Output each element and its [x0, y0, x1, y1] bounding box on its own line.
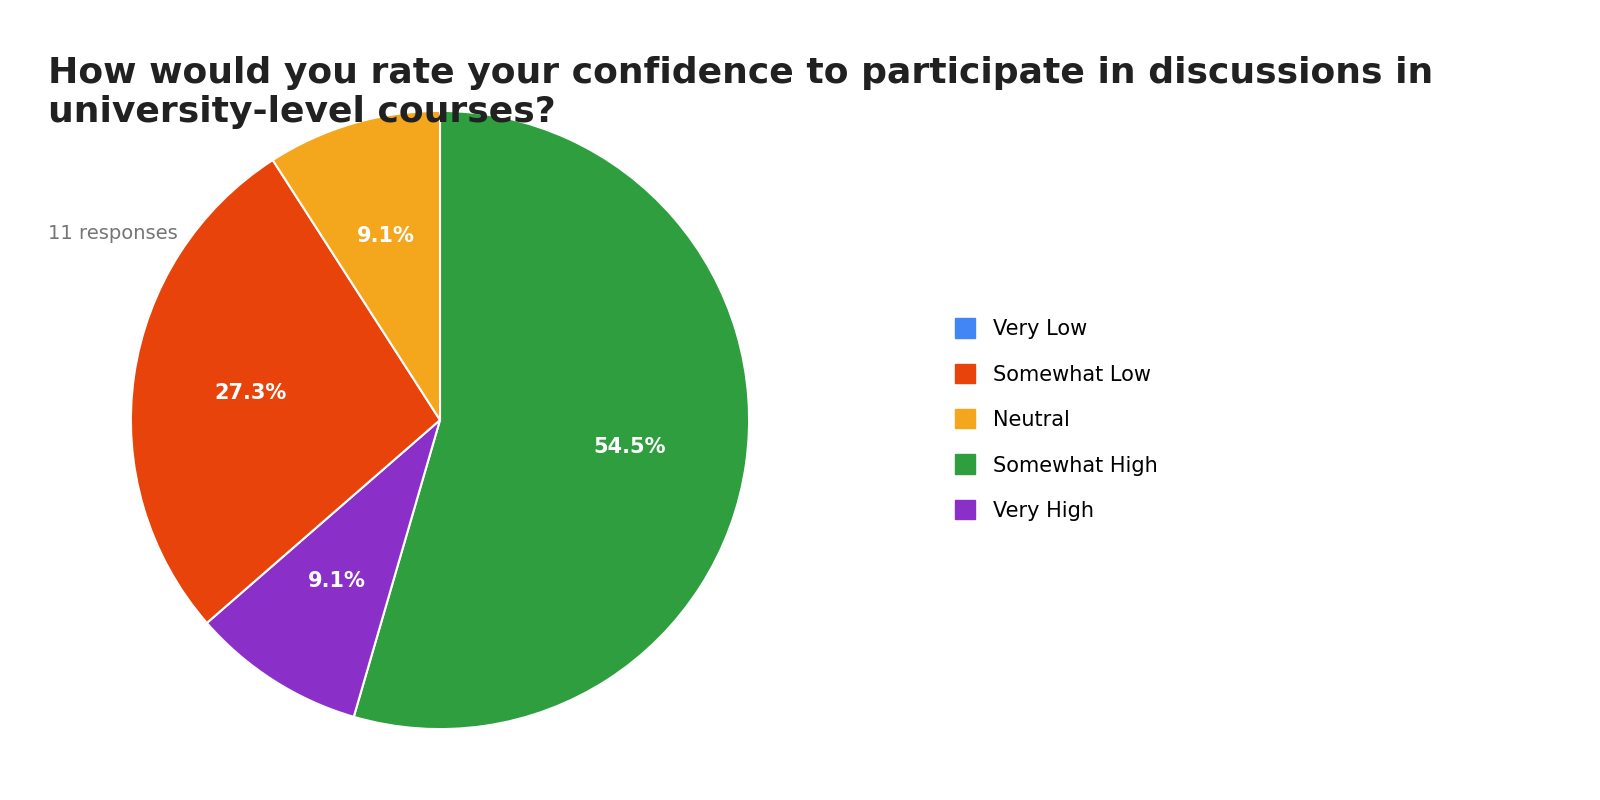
- Text: 27.3%: 27.3%: [214, 383, 286, 403]
- Text: 9.1%: 9.1%: [357, 226, 414, 246]
- Wedge shape: [354, 111, 749, 729]
- Text: How would you rate your confidence to participate in discussions in
university-l: How would you rate your confidence to pa…: [48, 56, 1434, 130]
- Text: 9.1%: 9.1%: [307, 571, 366, 591]
- Wedge shape: [272, 111, 440, 420]
- Text: 11 responses: 11 responses: [48, 224, 178, 243]
- Legend: Very Low, Somewhat Low, Neutral, Somewhat High, Very High: Very Low, Somewhat Low, Neutral, Somewha…: [934, 298, 1178, 542]
- Wedge shape: [131, 160, 440, 623]
- Wedge shape: [206, 420, 440, 717]
- Text: 54.5%: 54.5%: [594, 437, 666, 457]
